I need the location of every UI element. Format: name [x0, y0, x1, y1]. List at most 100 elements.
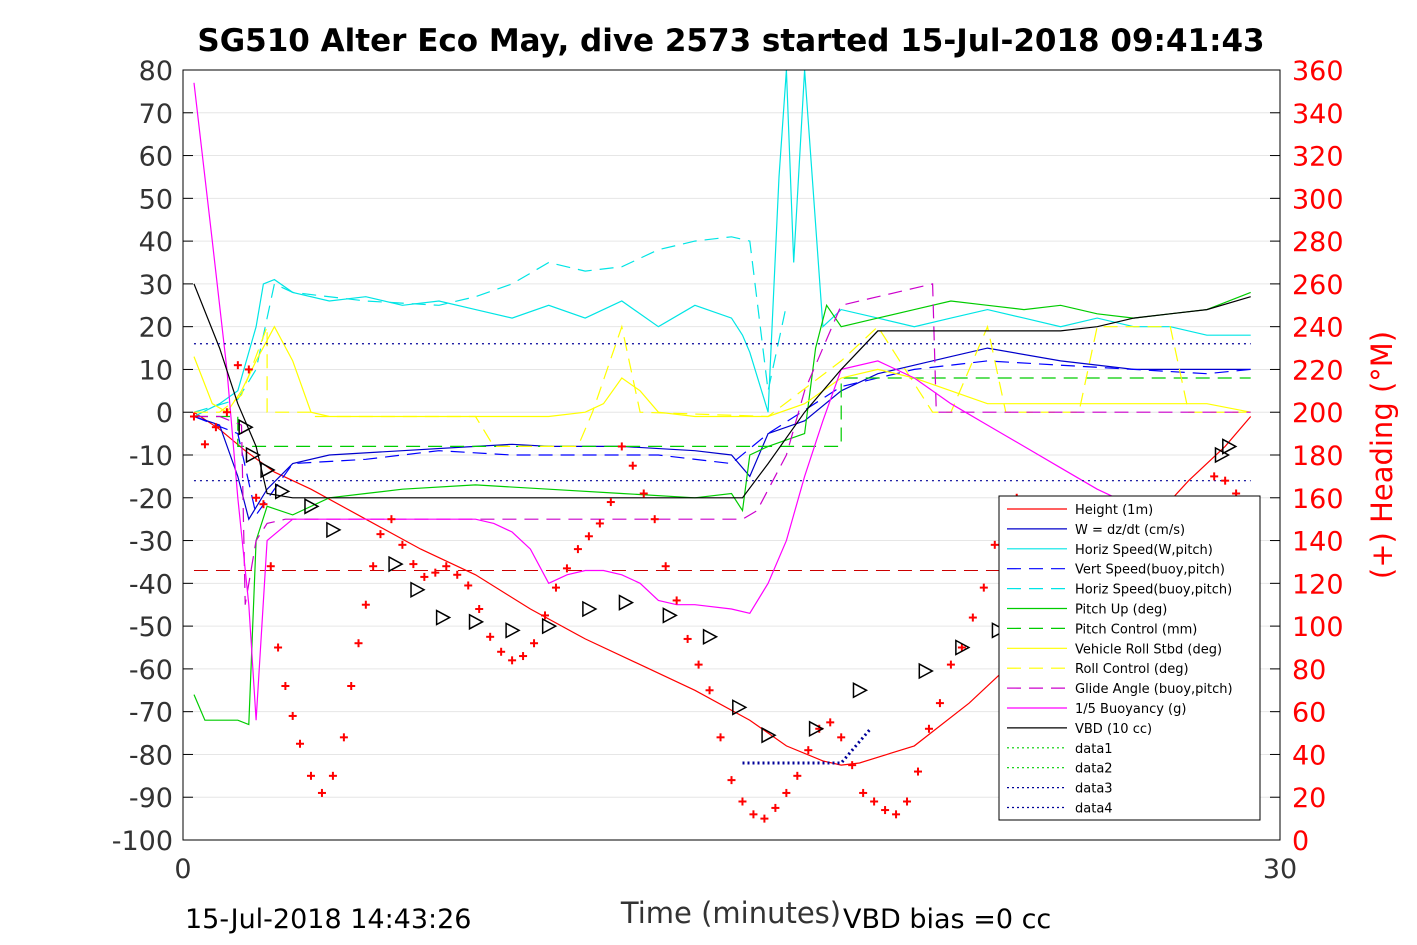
y-left-tick-label: 20: [139, 313, 173, 344]
y-left-tick-label: 70: [139, 99, 173, 130]
legend: Height (1m) W = dz/dt (cm/s) Horiz Speed(W…: [998, 495, 1261, 821]
heading-point: [328, 771, 337, 780]
y-right-tick-label: 360: [1292, 56, 1344, 87]
y-left-tick-label: 10: [139, 355, 173, 386]
footer-timestamp: 15-Jul-2018 14:43:26: [185, 904, 471, 935]
heading-point: [606, 498, 615, 507]
heading-point: [946, 660, 955, 669]
heading-point: [848, 761, 857, 770]
y-left-tick-label: 60: [139, 142, 173, 173]
legend-label: Vehicle Roll Stbd (deg): [1075, 642, 1222, 657]
legend-entry: W = dz/dt (cm/s): [1007, 523, 1185, 538]
heading-point: [508, 656, 517, 665]
heading-point: [859, 788, 868, 797]
series-horiz-speed-buoy-pitch: [193, 236, 787, 413]
x-axis: 0 30: [174, 830, 1297, 885]
heading-point: [189, 412, 198, 421]
legend-label: Height (1m): [1075, 503, 1153, 518]
series-w-dz-dt-cm-s: [193, 347, 1251, 521]
heading-point: [274, 643, 283, 652]
y-right-tick-label: 120: [1292, 569, 1344, 600]
legend-label: Horiz Speed(W,pitch): [1075, 543, 1213, 558]
chart-title: SG510 Alter Eco May, dive 2573 started 1…: [197, 23, 1264, 59]
y-right-tick-label: 140: [1292, 527, 1344, 558]
legend-label: Roll Control (deg): [1075, 662, 1189, 677]
heading-point: [244, 365, 253, 374]
heading-point: [551, 583, 560, 592]
y-right-tick-label: 40: [1292, 740, 1326, 771]
y-right-tick-label: 80: [1292, 655, 1326, 686]
depth-marker: [955, 639, 971, 656]
heading-point: [453, 570, 462, 579]
depth-marker: [245, 446, 262, 464]
legend-entry: Glide Angle (buoy,pitch): [1007, 682, 1233, 697]
heading-point: [826, 718, 835, 727]
heading-point: [296, 739, 305, 748]
y-left-tick-label: -100: [112, 826, 173, 857]
depth-marker: [1214, 446, 1231, 464]
heading-point: [1210, 472, 1219, 481]
heading-point: [628, 461, 637, 470]
heading-point: [317, 788, 326, 797]
x-tick-label: 0: [174, 854, 191, 885]
depth-marker: [435, 609, 452, 626]
heading-point: [639, 489, 648, 498]
legend-entry: Horiz Speed(W,pitch): [1007, 543, 1213, 558]
heading-point: [672, 596, 681, 605]
y-right-tick-label: 0: [1292, 826, 1309, 857]
heading-point: [661, 562, 670, 571]
depth-marker: [238, 418, 254, 436]
heading-point: [409, 560, 418, 569]
legend-label: Horiz Speed(buoy,pitch): [1075, 583, 1232, 598]
heading-point: [420, 572, 429, 581]
heading-point: [288, 711, 297, 720]
depth-marker: [304, 498, 320, 515]
legend-label: Vert Speed(buoy,pitch): [1075, 563, 1225, 578]
legend-box: [998, 495, 1261, 821]
series-vehicle-roll-stbd-deg: [193, 325, 1251, 418]
series-horiz-speed-w-pitch: [193, 69, 1251, 418]
depth-marker: [274, 483, 291, 500]
legend-entry: data1: [1007, 742, 1113, 757]
depth-marker: [852, 682, 869, 699]
heading-point: [694, 660, 703, 669]
heading-point: [347, 682, 356, 690]
legend-label: data1: [1075, 742, 1113, 757]
heading-point: [387, 515, 396, 524]
legend-label: data2: [1075, 762, 1113, 777]
legend-label: data4: [1075, 802, 1113, 817]
heading-point: [562, 564, 571, 573]
heading-point: [760, 814, 769, 823]
heading-point: [771, 803, 780, 812]
depth-marker: [918, 662, 934, 680]
y-right-tick-label: 160: [1292, 484, 1344, 515]
y-right-tick-label: 100: [1292, 612, 1344, 643]
heading-point: [519, 652, 528, 661]
legend-entry: VBD (10 cc): [1007, 722, 1152, 737]
depth-marker: [702, 628, 719, 646]
heading-point: [716, 733, 725, 742]
legend-label: Glide Angle (buoy,pitch): [1075, 682, 1233, 697]
series-roll-control-deg: [194, 324, 1251, 447]
heading-point: [617, 442, 626, 451]
y-left-tick-label: -30: [129, 527, 173, 558]
heading-point: [530, 639, 539, 648]
heading-point: [464, 581, 473, 590]
footer-vbd-bias: VBD bias =0 cc: [843, 904, 1051, 935]
legend-label: data3: [1075, 782, 1113, 797]
depth-marker: [732, 699, 748, 716]
y-right-tick-label: 240: [1292, 313, 1344, 344]
depth-marker: [505, 622, 521, 639]
y-right-tick-label: 200: [1292, 398, 1344, 429]
y-left-tick-label: -40: [129, 569, 173, 600]
legend-entry: Vert Speed(buoy,pitch): [1007, 563, 1225, 578]
y-right-tick-label: 320: [1292, 142, 1344, 173]
depth-marker: [326, 521, 342, 539]
depth-marker: [410, 581, 426, 599]
heading-point: [573, 545, 582, 554]
y-right-tick-label: 20: [1292, 783, 1326, 814]
heading-point: [442, 562, 451, 571]
y-left-tick-label: -70: [129, 698, 173, 729]
y-right-tick-label: 180: [1292, 441, 1344, 472]
x-axis-label: Time (minutes): [620, 896, 841, 930]
